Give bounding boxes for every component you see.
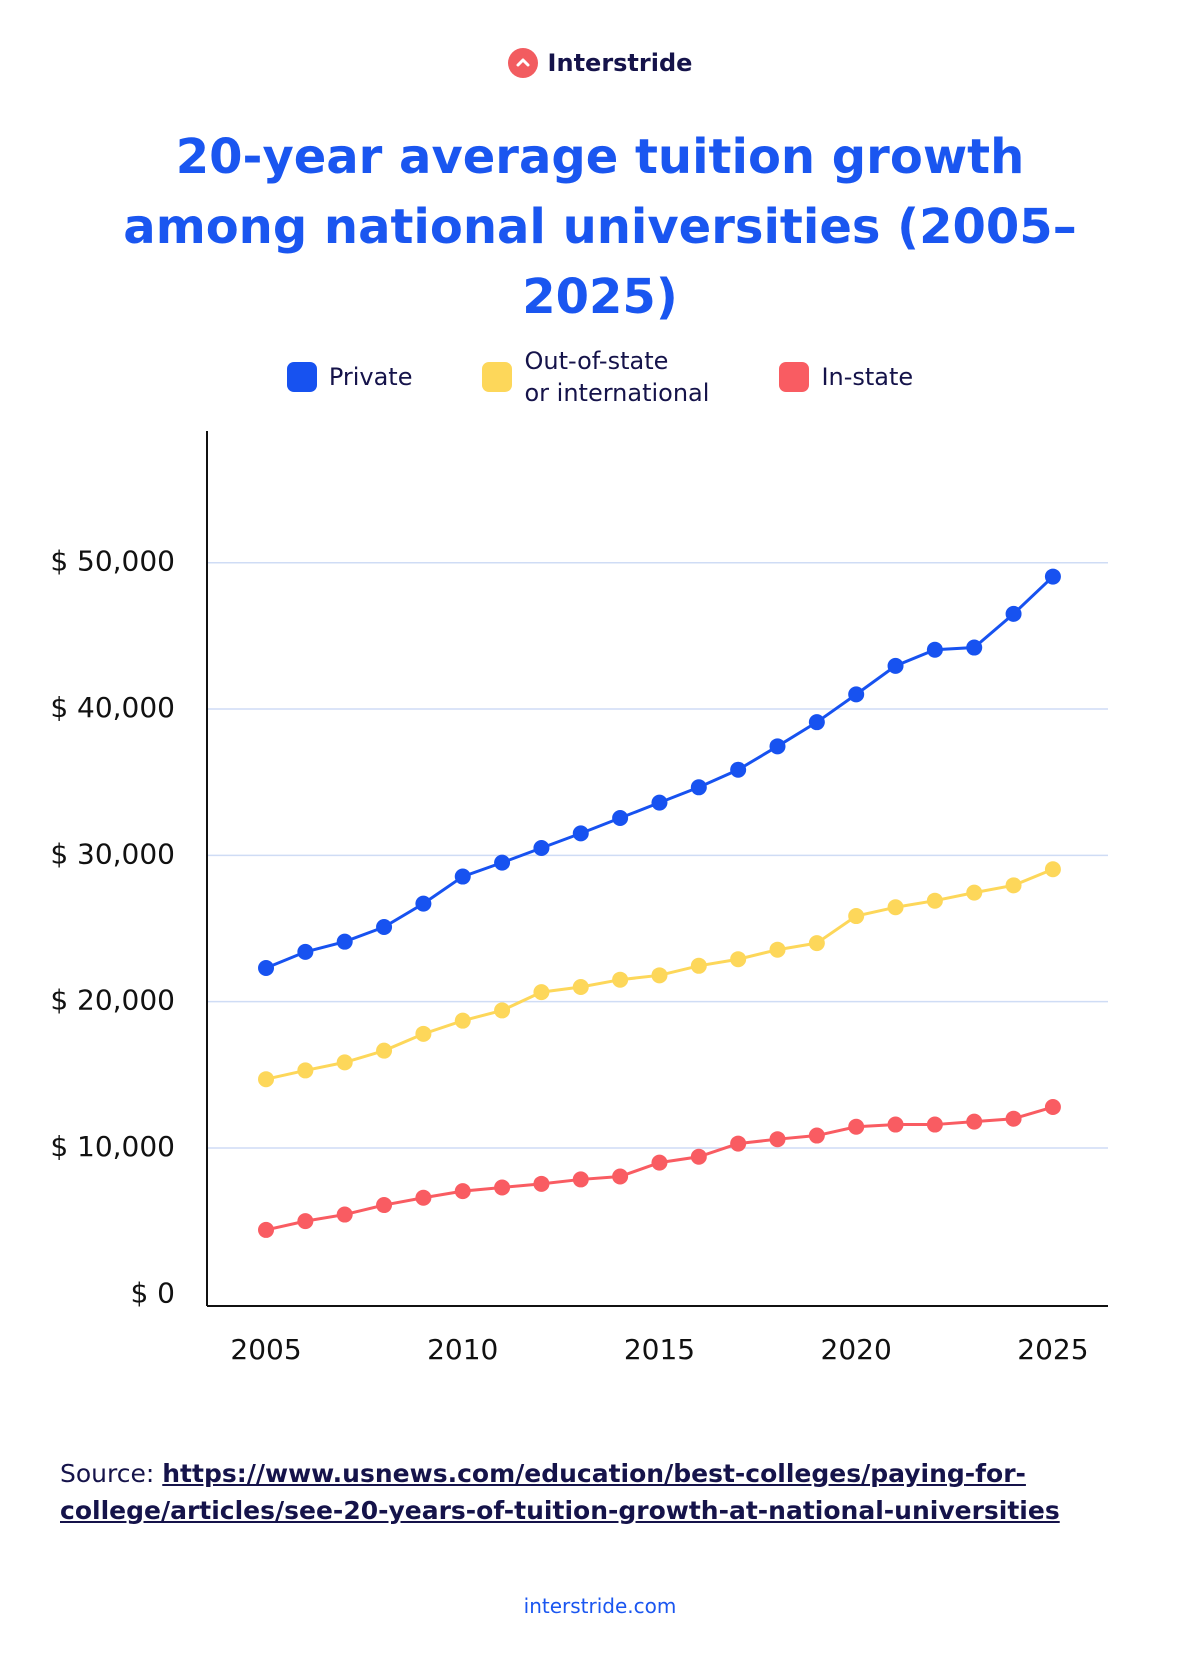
data-point [730, 761, 747, 778]
data-point [690, 779, 707, 796]
brand-icon [507, 48, 538, 78]
chart-title: 20-year average tuition growth among nat… [123, 129, 1077, 325]
data-point [690, 1148, 707, 1165]
data-point [651, 794, 668, 811]
y-tick-label: $ 30,000 [50, 837, 175, 870]
data-point [769, 738, 786, 755]
data-point [651, 1154, 668, 1171]
data-point [297, 1062, 314, 1079]
legend-swatch [286, 362, 317, 392]
footer: interstride.com [523, 1594, 677, 1618]
y-tick-label: $ 50,000 [50, 545, 175, 578]
data-point [690, 957, 707, 974]
x-tick-label: 2005 [230, 1333, 301, 1366]
data-point [376, 1042, 393, 1059]
data-point [297, 943, 314, 960]
data-point [887, 1116, 904, 1133]
data-point [258, 1221, 275, 1238]
data-point [848, 908, 865, 925]
data-point [1005, 877, 1022, 894]
data-point [769, 1131, 786, 1148]
data-point [769, 941, 786, 958]
data-point [258, 1071, 275, 1088]
data-point [887, 899, 904, 916]
data-point [415, 1025, 432, 1042]
data-point [808, 935, 825, 952]
source-link[interactable]: https://www.usnews.com/education/best-co… [60, 1459, 1060, 1525]
x-tick-label: 2020 [821, 1333, 892, 1366]
brand-name: Interstride [547, 49, 693, 77]
legend-item: In-state [779, 361, 913, 393]
data-point [572, 825, 589, 842]
data-point [926, 641, 943, 658]
data-point [494, 1002, 511, 1019]
data-point [1044, 568, 1061, 585]
data-point [494, 1179, 511, 1196]
data-point [808, 1127, 825, 1144]
legend-label: Out-of-state or international [524, 347, 710, 407]
x-tick-label: 2025 [1017, 1333, 1088, 1366]
legend-label: Private [328, 363, 413, 391]
data-point [336, 933, 353, 950]
data-point [376, 1197, 393, 1214]
legend-item: Out-of-state or international [482, 345, 709, 409]
data-point [297, 1213, 314, 1230]
data-point [612, 810, 629, 827]
data-point [1005, 1110, 1022, 1127]
data-point [454, 1183, 471, 1200]
data-point [454, 868, 471, 885]
y-tick-label: $ 0 [130, 1276, 175, 1309]
series-line [265, 575, 1054, 970]
data-point [415, 895, 432, 912]
chart: $ 0 $ 10,000 $ 20,000 $ 30,000 $ 40,000 $ 50,… [50, 431, 1108, 1366]
y-tick-label: $ 40,000 [50, 691, 175, 724]
data-point [966, 884, 983, 901]
data-point [572, 1171, 589, 1188]
data-point [572, 979, 589, 996]
data-point [533, 840, 550, 857]
data-point [926, 1116, 943, 1133]
data-point [494, 854, 511, 871]
data-point [376, 919, 393, 936]
data-point [533, 984, 550, 1001]
legend-item: Private [286, 361, 413, 393]
brand: Interstride [0, 48, 1200, 78]
data-point [730, 1135, 747, 1152]
legend: Private Out-of-state or international In-s… [0, 345, 1200, 409]
data-point [966, 1113, 983, 1130]
legend-swatch [779, 362, 810, 392]
legend-swatch [482, 362, 513, 392]
data-point [848, 1118, 865, 1135]
data-point [415, 1189, 432, 1206]
data-point [612, 971, 629, 988]
data-point [808, 714, 825, 731]
data-point [336, 1054, 353, 1071]
data-point [887, 657, 904, 674]
y-tick-label: $ 20,000 [50, 984, 175, 1017]
legend-label: In-state [821, 363, 914, 391]
source: Source: https://www.usnews.com/education… [60, 1455, 1120, 1529]
data-point [1044, 1099, 1061, 1116]
data-point [454, 1012, 471, 1029]
data-point [258, 959, 275, 976]
data-point [926, 892, 943, 909]
data-point [848, 686, 865, 703]
y-tick-label: $ 10,000 [50, 1130, 175, 1163]
data-point [651, 967, 668, 984]
data-point [612, 1168, 629, 1185]
x-tick-label: 2010 [427, 1333, 498, 1366]
data-point [336, 1206, 353, 1223]
data-point [1005, 605, 1022, 622]
data-point [730, 951, 747, 968]
data-point [1044, 861, 1061, 878]
x-tick-label: 2015 [624, 1333, 695, 1366]
data-point [533, 1175, 550, 1192]
data-point [966, 639, 983, 656]
source-label: Source: [60, 1459, 155, 1488]
